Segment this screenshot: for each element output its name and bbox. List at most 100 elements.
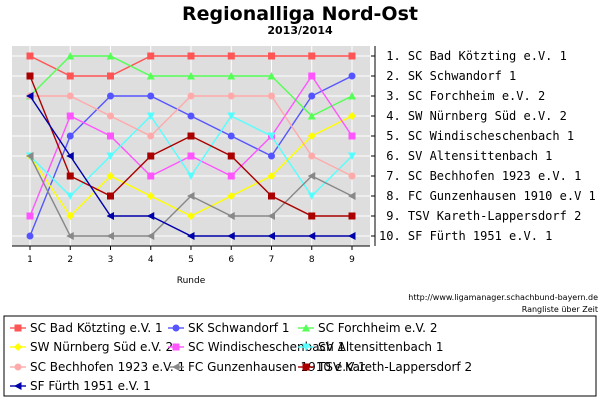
data-point <box>66 152 74 160</box>
legend-label: SC Bechhofen 1923 e.V. 1 <box>30 360 185 374</box>
data-point <box>268 92 275 100</box>
x-tick-label: 4 <box>148 255 154 265</box>
legend-item: SC Forchheim e.V. 2 <box>298 321 437 335</box>
series-group <box>26 52 356 120</box>
data-point <box>107 112 114 120</box>
data-point <box>147 172 155 180</box>
data-point <box>26 52 34 60</box>
data-point <box>66 212 75 220</box>
legend-item: SC Bad Kötzting e.V. 1 <box>10 321 163 335</box>
x-tick-label: 3 <box>108 255 114 265</box>
data-point <box>146 112 155 120</box>
data-point <box>308 52 316 60</box>
data-point <box>267 72 276 80</box>
data-point <box>187 132 195 140</box>
data-point <box>146 72 155 80</box>
legend-item: SK Schwandorf 1 <box>168 321 289 335</box>
ranking-entry: 2. SK Schwandorf 1 <box>379 69 516 83</box>
data-point <box>227 112 236 120</box>
data-point <box>66 232 74 240</box>
legend-label: SC Bad Kötzting e.V. 1 <box>30 321 163 335</box>
data-point <box>26 72 34 80</box>
data-point <box>66 112 74 120</box>
data-point <box>187 212 195 220</box>
data-point <box>268 192 275 200</box>
data-point <box>26 92 34 100</box>
data-point <box>66 172 74 180</box>
data-point <box>66 52 75 60</box>
ranking-entry: 1. SC Bad Kötzting e.V. 1 <box>379 49 567 63</box>
data-point <box>66 72 74 80</box>
legend-label: TSV Kareth-Lappersdorf 2 <box>317 360 472 374</box>
data-point <box>308 92 316 100</box>
series-group <box>26 112 356 220</box>
legend-marker <box>302 324 310 332</box>
x-tick-label: 2 <box>67 255 73 265</box>
data-point <box>106 52 115 60</box>
data-point <box>146 212 155 220</box>
data-point <box>227 92 235 100</box>
data-point <box>187 232 195 240</box>
ranking-entry: 7. SC Bechhofen 1923 e.V. 1 <box>379 169 581 183</box>
data-point <box>66 132 74 140</box>
legend-marker <box>172 363 180 371</box>
data-point <box>107 132 114 140</box>
footer-label: Rangliste über Zeit <box>522 305 598 314</box>
data-point <box>146 192 155 200</box>
data-point <box>308 72 316 80</box>
data-point <box>227 52 235 60</box>
legend-marker <box>14 343 22 351</box>
source-url: http://www.ligamanager.schachbund-bayern… <box>408 293 598 302</box>
legend-item: SW Nürnberg Süd e.V. 2 <box>10 340 173 354</box>
data-point <box>107 192 114 200</box>
legend-label: FC Gunzenhausen 1910 e.V 1 <box>188 360 366 374</box>
data-point <box>146 232 155 240</box>
data-point <box>348 232 356 240</box>
ranking-entry: 3. SC Forchheim e.V. 2 <box>379 89 545 103</box>
ranking-list: 1. SC Bad Kötzting e.V. 1 2. SK Schwando… <box>379 49 596 243</box>
data-point <box>187 72 195 80</box>
series-group <box>26 72 356 220</box>
data-point <box>267 232 275 240</box>
legend-item: SF Fürth 1951 e.V. 1 <box>10 379 151 393</box>
legend-label: SF Fürth 1951 e.V. 1 <box>30 379 151 393</box>
data-point <box>268 152 275 160</box>
legend-marker <box>302 343 310 351</box>
data-point <box>348 112 356 120</box>
data-point <box>227 152 235 160</box>
data-point <box>26 152 34 160</box>
data-point <box>348 212 356 220</box>
data-point <box>106 232 114 240</box>
data-point <box>348 92 356 100</box>
data-point <box>227 172 235 180</box>
data-point <box>308 152 316 160</box>
data-point <box>307 112 316 120</box>
data-point <box>227 212 235 220</box>
x-tick-label: 8 <box>309 255 315 265</box>
data-point <box>348 172 356 180</box>
data-point <box>227 132 235 140</box>
legend-item: TSV Kareth-Lappersdorf 2 <box>298 360 472 374</box>
legend-marker <box>14 363 22 371</box>
legend-marker <box>14 382 22 390</box>
axes: 1 2 3 4 5 6 7 8 9 <box>12 46 376 265</box>
data-point <box>268 52 275 60</box>
data-point <box>106 212 114 220</box>
series-group <box>26 52 356 80</box>
legend-item: SV Altensittenbach 1 <box>298 340 443 354</box>
data-point <box>227 232 235 240</box>
data-point <box>187 92 195 100</box>
data-point <box>308 212 316 220</box>
series-group <box>26 92 356 240</box>
data-point <box>147 52 155 60</box>
ranking-entry: 10. SF Fürth 1951 e.V. 1 <box>379 229 552 243</box>
legend-marker <box>172 324 180 332</box>
legend-item: SC Bechhofen 1923 e.V. 1 <box>10 360 185 374</box>
data-point <box>147 152 155 160</box>
series-group <box>26 92 356 180</box>
data-point <box>267 212 275 220</box>
data-point <box>26 212 34 220</box>
x-axis-label: Runde <box>177 276 206 286</box>
x-tick-label: 1 <box>27 255 33 265</box>
data-point <box>348 52 356 60</box>
